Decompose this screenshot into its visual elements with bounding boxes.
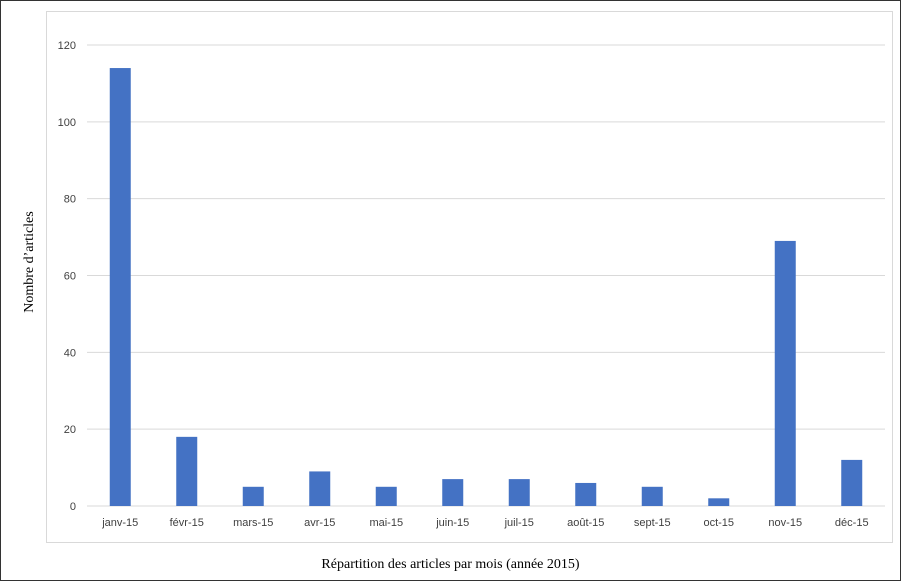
bar-avr-15 [309, 471, 331, 506]
x-tick-label: juil-15 [504, 517, 534, 529]
y-tick-label: 80 [64, 194, 76, 206]
x-tick-label: oct-15 [703, 517, 734, 529]
x-tick-label: juin-15 [435, 517, 469, 529]
x-tick-label: mars-15 [233, 517, 273, 529]
bar-janv-15 [109, 68, 131, 507]
x-tick-label: févr-15 [170, 517, 204, 529]
bar-déc-15 [841, 459, 863, 506]
x-axis-label: Répartition des articles par mois (année… [321, 557, 580, 572]
bar-nov-15 [774, 240, 796, 507]
bar-mars-15 [242, 486, 264, 506]
bar-juil-15 [508, 479, 530, 506]
y-tick-label: 60 [64, 271, 76, 283]
bar-oct-15 [708, 498, 730, 506]
y-tick-label: 20 [64, 424, 76, 436]
y-tick-label: 100 [58, 117, 76, 129]
bar-sept-15 [641, 486, 663, 506]
bar-févr-15 [176, 436, 198, 506]
y-tick-label: 120 [58, 40, 76, 52]
x-tick-label: nov-15 [768, 517, 802, 529]
x-tick-label: déc-15 [835, 517, 869, 529]
bar-mai-15 [375, 486, 397, 506]
y-tick-label: 40 [64, 347, 76, 359]
y-axis-label: Nombre d’articles [22, 211, 37, 313]
x-tick-label: janv-15 [101, 517, 138, 529]
bar-juin-15 [442, 479, 464, 506]
x-tick-label: mai-15 [369, 517, 403, 529]
x-tick-label: avr-15 [304, 517, 335, 529]
y-tick-label: 0 [70, 501, 76, 513]
bar-août-15 [575, 482, 597, 506]
x-tick-label: août-15 [567, 517, 604, 529]
x-tick-label: sept-15 [634, 517, 671, 529]
